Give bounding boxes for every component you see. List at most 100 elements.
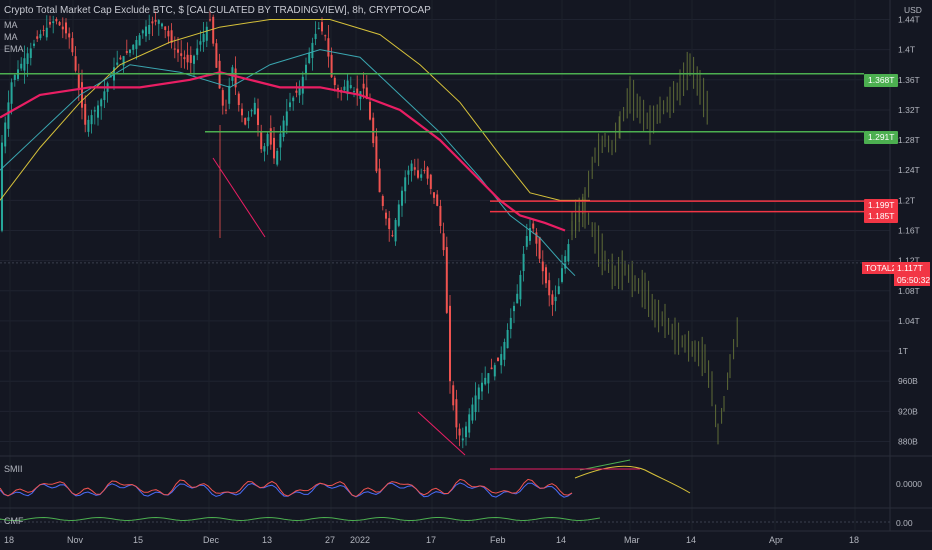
smii-panel (0, 459, 691, 498)
candle (455, 399, 458, 428)
candle (45, 27, 48, 38)
candle (103, 91, 106, 101)
candle (247, 117, 250, 121)
candle (74, 56, 77, 71)
candle (122, 56, 125, 66)
candle (29, 48, 32, 58)
candle (506, 329, 509, 349)
candle (493, 365, 496, 377)
x-tick-label: 14 (686, 535, 696, 545)
candle (52, 21, 55, 24)
candle (58, 22, 61, 26)
y-tick-label: 1.32T (898, 105, 920, 115)
candle (100, 99, 103, 107)
candle (269, 128, 272, 145)
smii-label[interactable]: SMII (4, 464, 23, 474)
candle (487, 373, 490, 384)
legend-ma-1[interactable]: MA (4, 20, 18, 30)
candle (202, 34, 205, 43)
candle (68, 33, 71, 38)
candle (353, 91, 355, 93)
candle (36, 36, 39, 39)
candle (260, 132, 263, 150)
candle (324, 35, 327, 37)
candle (212, 16, 215, 44)
legend-ema[interactable]: EMA (4, 44, 24, 54)
candle (423, 170, 426, 172)
candle (407, 170, 410, 175)
candle (413, 167, 416, 170)
candle (173, 48, 176, 50)
x-tick-label: 2022 (350, 535, 370, 545)
y-tick-label: 1.36T (898, 75, 920, 85)
last-price-tag: 1.117T 05:50:32 (894, 262, 930, 286)
candle (209, 19, 211, 21)
candle (193, 55, 195, 64)
candle (151, 21, 154, 24)
candle (381, 196, 384, 206)
currency-label: USD (904, 5, 922, 15)
candle (90, 115, 93, 125)
x-tick-label: 17 (426, 535, 436, 545)
cmf-panel (0, 516, 890, 523)
candle (42, 30, 45, 32)
candle (273, 137, 275, 159)
price-axis: 1.44T 1.4T 1.36T 1.32T 1.28T 1.24T 1.2T 1.16T 1.… (898, 15, 920, 447)
candle (452, 385, 455, 406)
candle (490, 367, 493, 370)
candle (471, 404, 474, 421)
candle (429, 174, 432, 189)
y-tick-label: 1T (898, 346, 908, 356)
candle (365, 87, 368, 99)
candle (125, 51, 128, 53)
candle (49, 21, 51, 25)
candle (55, 19, 58, 22)
ma-yellow-line (0, 19, 590, 201)
chart-title: Crypto Total Market Cap Exclude BTC, $ [… (4, 5, 431, 16)
candle (474, 395, 477, 413)
candle (564, 256, 567, 269)
x-tick-label: Mar (624, 535, 640, 545)
bar-countdown: 05:50:32 (897, 275, 931, 285)
candle (333, 77, 336, 86)
candle (458, 428, 461, 436)
candle (1, 142, 3, 231)
candle (436, 194, 439, 206)
candle (314, 33, 317, 40)
candle (87, 119, 90, 132)
candle (391, 235, 394, 237)
cmf-value: 0.00 (896, 518, 913, 528)
trend-arrows (212, 157, 466, 456)
candle (148, 24, 151, 34)
candle (167, 30, 170, 37)
projection-series (571, 51, 738, 445)
candle (180, 53, 183, 56)
candle (228, 85, 231, 104)
candle (97, 105, 99, 118)
candle (369, 101, 371, 120)
y-tick-label: 1.44T (898, 15, 920, 25)
candle (535, 232, 538, 244)
candle (39, 34, 42, 39)
candle (468, 414, 471, 433)
legend-ma-2[interactable]: MA (4, 32, 18, 42)
candle (545, 267, 547, 284)
candle (164, 26, 167, 30)
candle (196, 48, 199, 55)
x-tick-label: 14 (556, 535, 566, 545)
candle (500, 354, 503, 366)
candle (244, 117, 247, 125)
y-tick-label: 1.24T (898, 165, 920, 175)
smii-line-red (0, 478, 573, 498)
cmf-label[interactable]: CMF (4, 516, 24, 526)
candle (372, 117, 375, 144)
ma-teal-line (0, 49, 576, 277)
candle (20, 63, 23, 69)
candle (362, 83, 365, 89)
candle (337, 87, 339, 92)
candle (538, 236, 541, 259)
candle (343, 86, 346, 91)
candle (349, 85, 352, 89)
candle (519, 274, 522, 300)
